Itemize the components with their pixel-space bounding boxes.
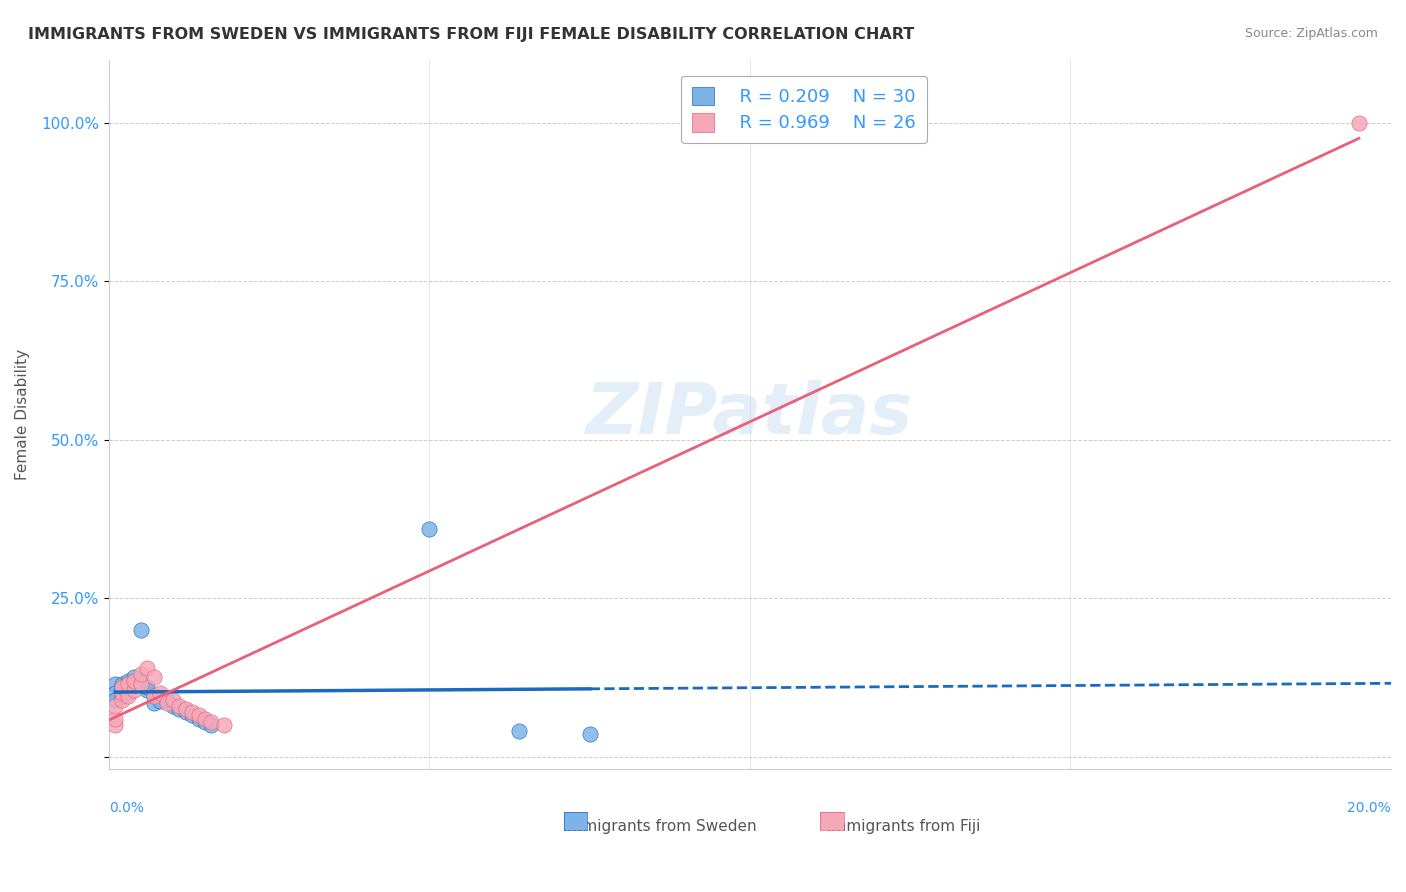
Text: IMMIGRANTS FROM SWEDEN VS IMMIGRANTS FROM FIJI FEMALE DISABILITY CORRELATION CHA: IMMIGRANTS FROM SWEDEN VS IMMIGRANTS FRO… [28,27,914,42]
Point [111,692,134,706]
Point [181,708,204,723]
Point [155,692,177,706]
Point [142,690,165,704]
Point [578,727,600,741]
Point [187,712,209,726]
Point [104,677,127,691]
Point [136,683,159,698]
Point [104,718,127,732]
Legend:   R = 0.209    N = 30,   R = 0.969    N = 26: R = 0.209 N = 30, R = 0.969 N = 26 [682,76,927,144]
Point [104,698,127,713]
Point [124,677,146,691]
Point [155,696,177,710]
Point [117,673,139,688]
Point [181,706,204,720]
Point [149,694,172,708]
Point [111,690,134,704]
Point [136,661,159,675]
Text: Immigrants from Fiji: Immigrants from Fiji [827,819,980,834]
Point [162,698,184,713]
Point [124,670,146,684]
Point [129,667,152,681]
Text: Source: ZipAtlas.com: Source: ZipAtlas.com [1244,27,1378,40]
Point [508,724,530,739]
Point [149,686,172,700]
Point [124,683,146,698]
Point [187,708,209,723]
Point [1348,116,1371,130]
Point [117,690,139,704]
Point [169,702,191,716]
Text: Immigrants from Sweden: Immigrants from Sweden [564,819,756,834]
Point [169,698,191,713]
Point [212,718,235,732]
Point [418,522,440,536]
Point [111,677,134,691]
Text: 0.0%: 0.0% [108,801,143,815]
Point [174,702,197,716]
Point [111,680,134,694]
Y-axis label: Female Disability: Female Disability [15,349,30,480]
Point [200,718,222,732]
Point [200,714,222,729]
Point [117,677,139,691]
Point [124,673,146,688]
Point [111,681,134,696]
Point [142,670,165,684]
Point [142,696,165,710]
Text: ZIPatlas: ZIPatlas [586,380,914,449]
Point [104,712,127,726]
Point [129,677,152,691]
Point [136,680,159,694]
Point [104,692,127,706]
Point [117,686,139,700]
Point [111,683,134,698]
Point [162,692,184,706]
Point [104,686,127,700]
Point [111,686,134,700]
Point [194,714,217,729]
Point [194,712,217,726]
Point [117,680,139,694]
Text: 20.0%: 20.0% [1347,801,1391,815]
Point [129,623,152,637]
Point [174,706,197,720]
Point [129,674,152,689]
Point [142,690,165,704]
